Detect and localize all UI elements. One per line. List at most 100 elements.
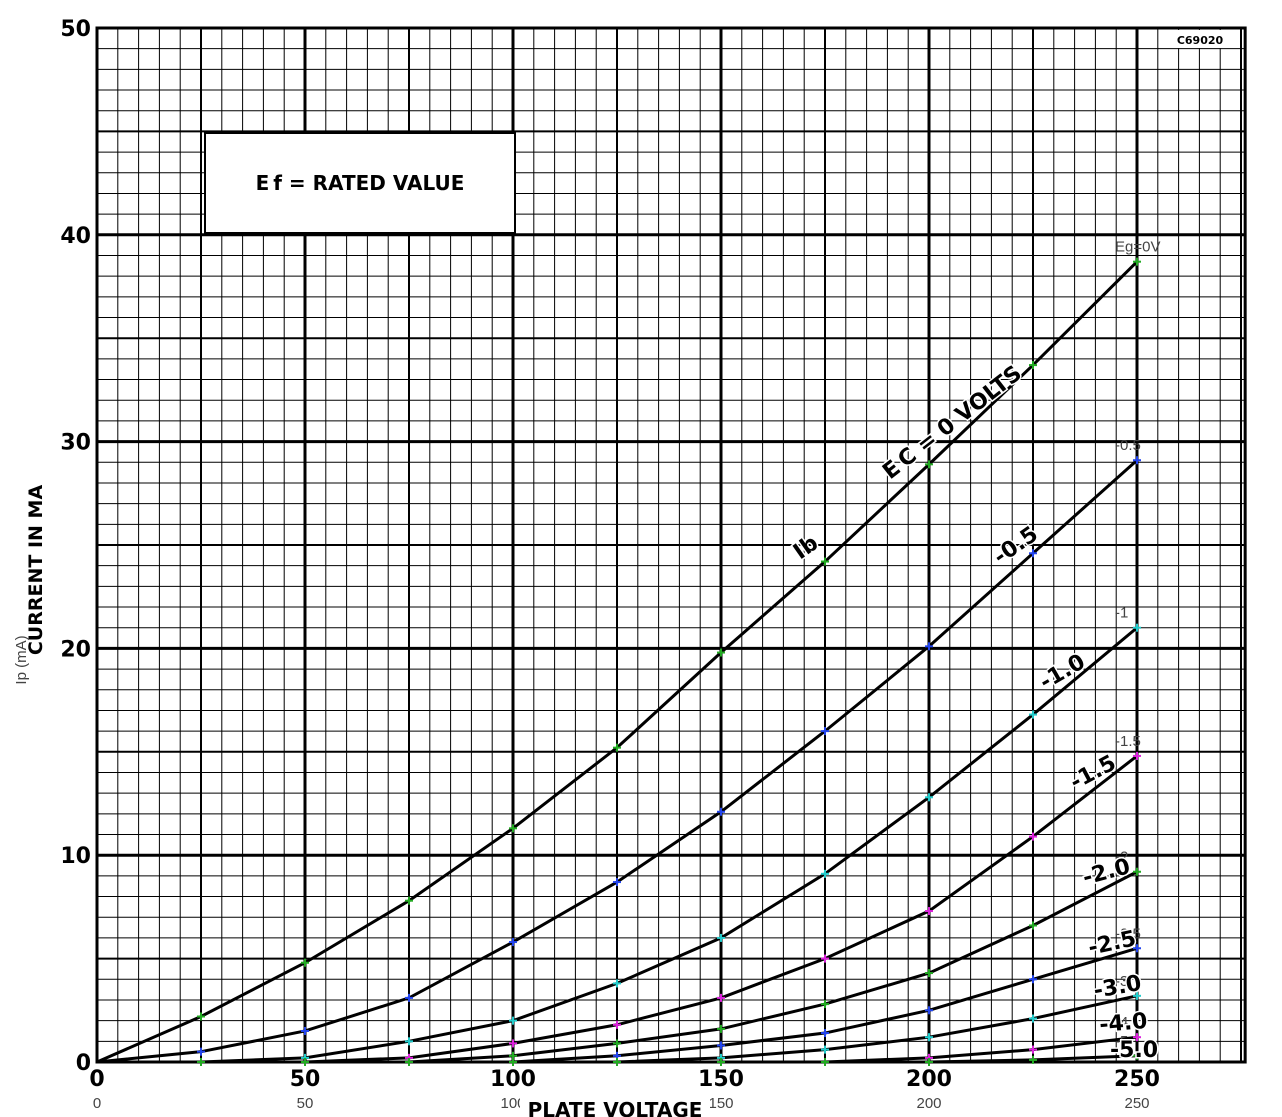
legend-label: -4 xyxy=(1115,1014,1128,1031)
point xyxy=(717,807,725,816)
corner-code: C69020 xyxy=(1177,34,1224,47)
x-tick-label-overlay: 50 xyxy=(297,1095,314,1112)
point xyxy=(509,1016,517,1025)
point xyxy=(925,969,933,978)
point xyxy=(1029,975,1037,984)
legend-label: -3 xyxy=(1115,973,1128,990)
point xyxy=(717,993,725,1002)
point xyxy=(509,1039,517,1048)
point xyxy=(717,1024,725,1033)
y-tick-label: 30 xyxy=(60,431,91,456)
curve-annotation: Ib xyxy=(789,531,823,565)
point xyxy=(1029,1014,1037,1023)
y-tick-label: 40 xyxy=(60,224,91,249)
point xyxy=(925,1058,933,1066)
y-tick-label: 0 xyxy=(76,1051,91,1076)
point xyxy=(925,907,933,916)
point xyxy=(821,1000,829,1009)
point xyxy=(301,1026,309,1035)
y-tick-label: 10 xyxy=(60,844,91,869)
curve-annotation: -0.5 xyxy=(989,522,1043,570)
y-axis-label: CURRENT IN MA xyxy=(25,485,47,656)
x-tick-label: 250 xyxy=(1114,1067,1160,1092)
point xyxy=(1133,991,1141,1000)
point xyxy=(197,1012,205,1021)
point xyxy=(1133,623,1141,632)
point xyxy=(613,743,621,752)
point xyxy=(925,642,933,651)
x-tick-label: 100 xyxy=(490,1067,536,1092)
x-tick-label: 50 xyxy=(290,1067,321,1092)
x-tick-label-overlay: 150 xyxy=(708,1095,733,1112)
point xyxy=(1133,867,1141,876)
point xyxy=(821,1058,829,1066)
point xyxy=(1133,456,1141,465)
point xyxy=(613,1039,621,1048)
x-tick-label-overlay: 100 xyxy=(500,1095,525,1112)
point xyxy=(821,869,829,878)
point xyxy=(197,1058,205,1066)
point xyxy=(1029,832,1037,841)
info-box xyxy=(204,132,516,234)
point xyxy=(1133,944,1141,953)
legend-label: -0.5 xyxy=(1115,437,1141,454)
point xyxy=(1029,1055,1037,1064)
x-tick-label: 0 xyxy=(89,1067,104,1092)
point xyxy=(1029,710,1037,719)
point xyxy=(1029,921,1037,930)
curve-annotation: -4.0 xyxy=(1098,1009,1148,1038)
legend-label: -1 xyxy=(1115,605,1128,622)
x-label-bg xyxy=(520,1098,710,1117)
point xyxy=(717,933,725,942)
point xyxy=(1133,1051,1141,1060)
point xyxy=(1133,257,1141,266)
legend-label: -2 xyxy=(1115,849,1128,866)
x-tick-label-overlay: 0 xyxy=(93,1095,101,1112)
legend-label: -2.5 xyxy=(1115,925,1141,942)
point xyxy=(613,1058,621,1066)
point xyxy=(509,1058,517,1066)
y-tick-label: 50 xyxy=(60,17,91,42)
point xyxy=(1029,361,1037,370)
x-tick-label-overlay: 250 xyxy=(1124,1095,1149,1112)
point xyxy=(821,1045,829,1054)
curve-annotation: -5.0 xyxy=(1110,1038,1158,1063)
point xyxy=(821,1029,829,1038)
point xyxy=(821,557,829,566)
point xyxy=(717,1058,725,1066)
y-tick-label: 20 xyxy=(60,637,91,662)
corner-box xyxy=(1160,30,1240,48)
point xyxy=(613,979,621,988)
point xyxy=(613,1020,621,1029)
point xyxy=(405,896,413,905)
legend-label: -5 xyxy=(1115,1033,1128,1050)
point xyxy=(1133,1033,1141,1042)
point xyxy=(197,1047,205,1056)
point xyxy=(717,1041,725,1050)
point xyxy=(925,1006,933,1015)
point xyxy=(1029,1045,1037,1054)
point xyxy=(717,648,725,657)
x-tick-label: 200 xyxy=(906,1067,952,1092)
x-tick-label-overlay: 200 xyxy=(916,1095,941,1112)
y-axis-label-overlay: Ip (mA) xyxy=(13,635,30,684)
point xyxy=(405,1037,413,1046)
x-tick-label: 150 xyxy=(698,1067,744,1092)
point xyxy=(925,460,933,469)
point xyxy=(821,727,829,736)
point xyxy=(925,1033,933,1042)
x-axis-label: PLATE VOLTAGE xyxy=(528,1098,703,1117)
point xyxy=(613,878,621,887)
legend-label: -1.5 xyxy=(1115,733,1141,750)
point xyxy=(1133,751,1141,760)
point xyxy=(925,793,933,802)
point xyxy=(405,993,413,1002)
point xyxy=(509,824,517,833)
point xyxy=(509,938,517,947)
curve-annotation: -2.0 xyxy=(1080,854,1133,891)
point xyxy=(821,954,829,963)
point xyxy=(301,958,309,967)
point xyxy=(405,1058,413,1066)
legend-label: Eg=0V xyxy=(1115,239,1160,256)
